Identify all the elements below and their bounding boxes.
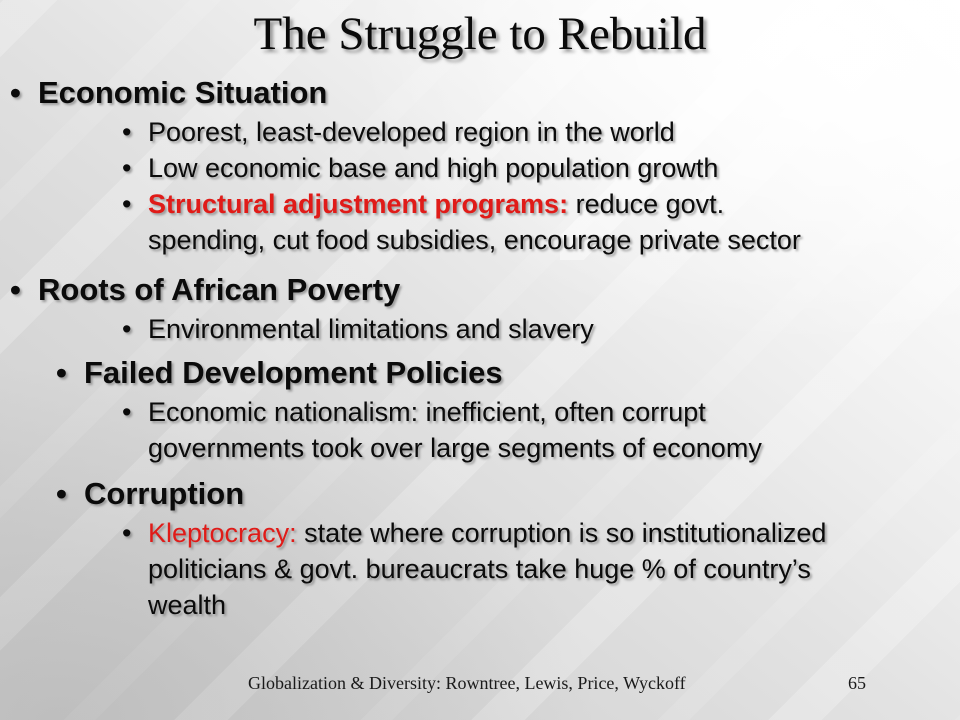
bullet-label: state where corruption is so institution… [296,518,827,548]
bullet-roots-of-african-poverty: • Roots of African Poverty [0,269,960,310]
bullet-glyph-icon: • [122,189,132,219]
term-structural-adjustment-programs: Structural adjustment programs: [148,189,569,219]
footer-credit-text: Globalization & Diversity: Rowntree, Lew… [248,673,686,693]
bullet-label: Corruption [84,476,245,511]
bullet-glyph-icon: • [10,75,21,110]
slide-body: • Economic Situation • Poorest, least-de… [0,72,960,623]
slide-title: The Struggle to Rebuild [253,8,707,60]
bullet-glyph-icon: • [56,476,67,511]
bullet-label: Economic Situation [38,75,328,110]
bullet-label: politicians & govt. bureaucrats take hug… [148,554,811,584]
bullet-poorest-region: • Poorest, least-developed region in the… [0,114,960,150]
bullet-failed-development-policies: • Failed Development Policies [0,352,960,393]
bullet-label: Environmental limitations and slavery [148,314,594,344]
bullet-kleptocracy: • Kleptocracy: state where corruption is… [0,515,960,551]
slide-footer: Globalization & Diversity: Rowntree, Lew… [0,670,960,696]
bullet-environmental-limitations: • Environmental limitations and slavery [0,311,960,347]
bullet-label: Roots of African Poverty [38,272,401,307]
slide-page-number: 65 [848,673,866,693]
bullet-corruption: • Corruption [0,473,960,514]
bullet-label: Economic nationalism: inefficient, often… [148,397,706,427]
bullet-economic-nationalism-line2: governments took over large segments of … [0,430,960,466]
bullet-glyph-icon: • [56,355,67,390]
bullet-glyph-icon: • [122,314,132,344]
bullet-glyph-icon: • [10,272,21,307]
term-kleptocracy: Kleptocracy: [148,518,297,548]
bullet-low-economic-base: • Low economic base and high population … [0,150,960,186]
bullet-kleptocracy-line3: wealth [0,587,960,623]
bullet-label: Failed Development Policies [84,355,503,390]
bullet-economic-nationalism: • Economic nationalism: inefficient, oft… [0,394,960,430]
bullet-label: governments took over large segments of … [148,433,762,463]
bullet-glyph-icon: • [122,153,132,183]
bullet-label: Poorest, least-developed region in the w… [148,117,675,147]
bullet-glyph-icon: • [122,117,132,147]
bullet-label: spending, cut food subsidies, encourage … [148,225,801,255]
bullet-structural-adjustment: • Structural adjustment programs: reduce… [0,186,960,222]
bullet-structural-adjustment-line2: spending, cut food subsidies, encourage … [0,222,960,258]
bullet-kleptocracy-line2: politicians & govt. bureaucrats take hug… [0,551,960,587]
bullet-label: reduce govt. [568,189,725,219]
bullet-glyph-icon: • [122,518,132,548]
bullet-label: wealth [148,590,227,620]
bullet-glyph-icon: • [122,397,132,427]
bullet-economic-situation: • Economic Situation [0,72,960,113]
bullet-label: Low economic base and high population gr… [148,153,719,183]
